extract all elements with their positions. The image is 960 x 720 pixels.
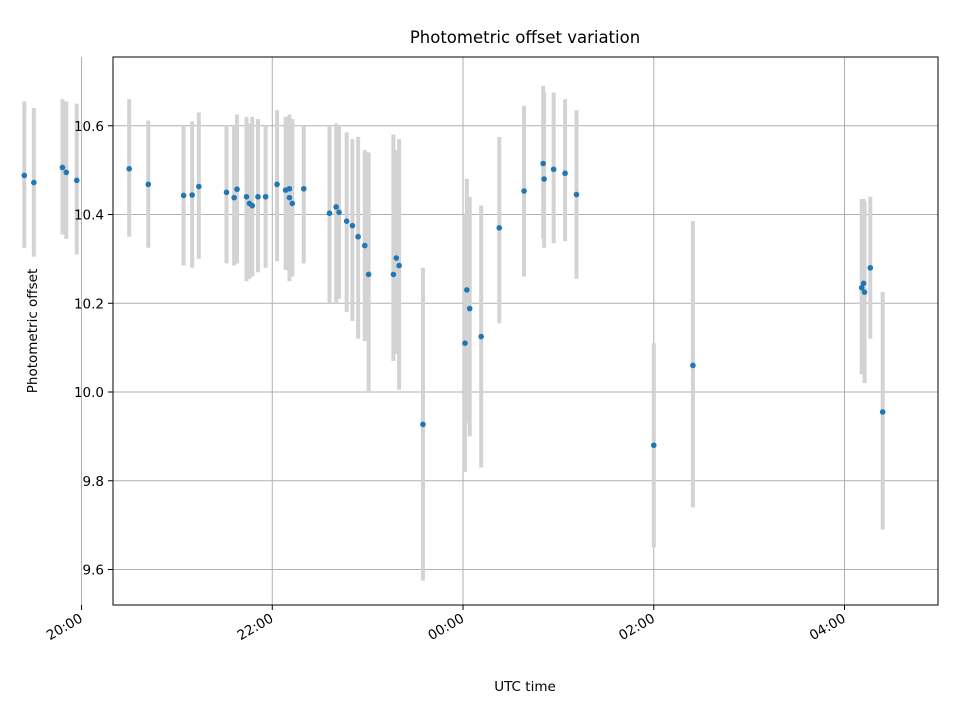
data-point	[541, 176, 547, 182]
data-point	[21, 172, 28, 179]
data-point	[326, 210, 333, 216]
y-tick-label: 10.6	[74, 119, 104, 135]
data-point	[196, 183, 202, 190]
data-point	[420, 421, 426, 428]
y-axis: 9.6 9.8 10.0 10.2 10.4 10.6	[74, 119, 113, 579]
y-tick-label: 10.2	[74, 296, 104, 312]
data-point	[393, 255, 400, 261]
data-point	[231, 194, 237, 201]
data-point	[867, 264, 874, 271]
data-point	[262, 193, 269, 200]
data-point	[462, 340, 468, 347]
data-point	[343, 218, 350, 224]
data-point	[396, 262, 402, 269]
data-point	[466, 305, 473, 312]
data-point	[249, 202, 256, 209]
y-tick-label: 9.6	[83, 563, 104, 579]
data-point	[336, 209, 342, 216]
data-point	[861, 289, 868, 295]
data-point	[521, 188, 527, 194]
data-point	[243, 193, 250, 200]
data-point	[274, 181, 280, 188]
data-point	[31, 179, 37, 186]
data-point	[234, 186, 240, 193]
data-point	[349, 222, 356, 229]
data-point	[858, 284, 865, 291]
data-point	[540, 160, 546, 167]
x-axis-label: UTC time	[494, 679, 556, 695]
data-point	[860, 280, 867, 287]
data-point	[63, 169, 70, 176]
data-point	[300, 185, 307, 192]
data-point	[333, 204, 339, 210]
data-point	[180, 192, 187, 199]
data-point	[361, 242, 368, 249]
data-point	[562, 170, 568, 177]
data-point	[255, 193, 261, 200]
data-point	[650, 442, 657, 449]
data-point	[390, 271, 397, 278]
data-point	[690, 362, 696, 369]
data-point	[289, 200, 296, 207]
data-point	[286, 185, 293, 192]
data-point	[496, 225, 503, 231]
data-point	[573, 191, 580, 198]
data-point	[286, 194, 293, 201]
data-point	[145, 181, 152, 188]
data-point	[126, 166, 133, 172]
data-point	[189, 192, 195, 198]
y-tick-label: 10.4	[74, 208, 104, 224]
data-point	[464, 287, 470, 293]
data-point	[59, 164, 66, 171]
y-tick-label: 10.0	[74, 385, 104, 401]
y-tick-label: 9.8	[83, 474, 104, 490]
data-points	[21, 160, 886, 449]
data-point	[550, 166, 557, 173]
data-point	[365, 271, 372, 278]
chart-title: Photometric offset variation	[410, 28, 640, 47]
data-point	[478, 333, 484, 340]
data-point	[223, 189, 230, 196]
data-point	[73, 177, 80, 184]
data-point	[355, 233, 361, 240]
plot-frame	[112, 56, 939, 606]
y-axis-label: Photometric offset	[25, 269, 41, 393]
data-point	[879, 409, 886, 415]
